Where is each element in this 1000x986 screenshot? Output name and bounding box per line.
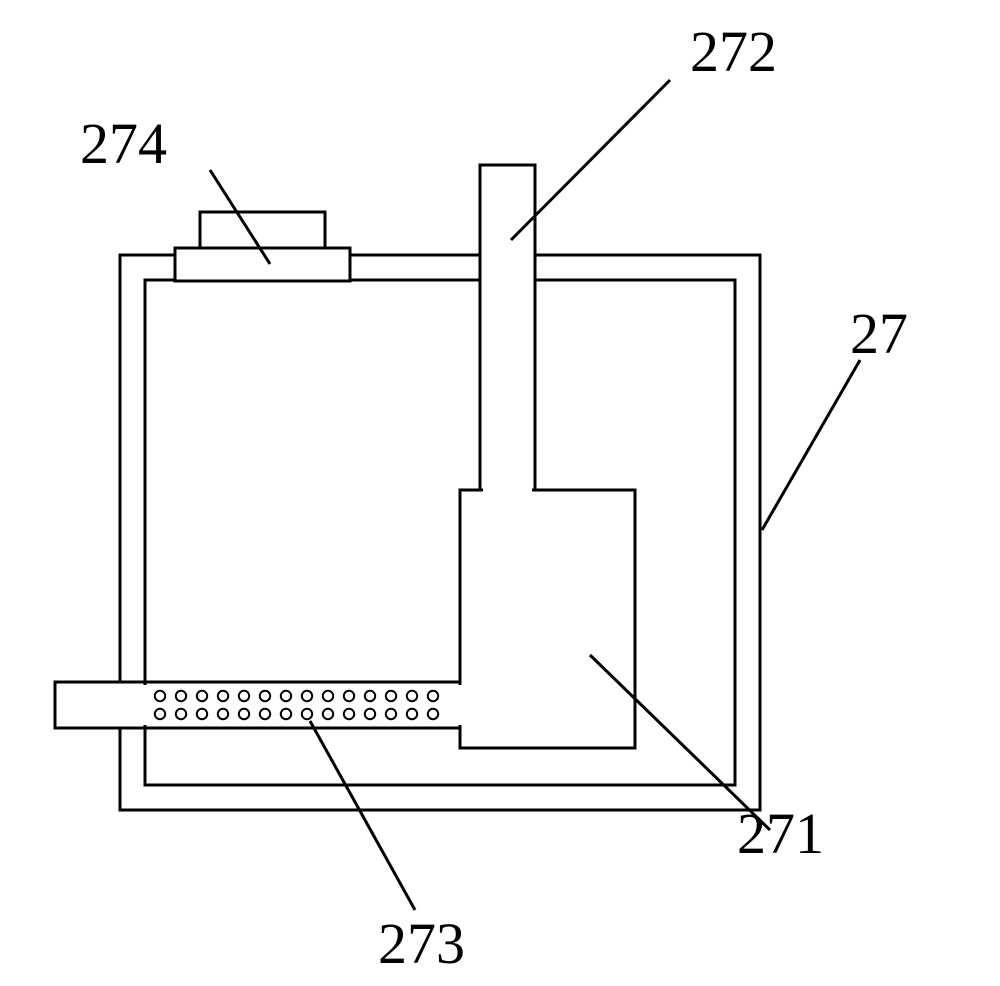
label-274: 274 <box>80 110 167 177</box>
top-bar-upper-restroke <box>200 212 325 248</box>
label-27: 27 <box>850 300 908 367</box>
box-271 <box>460 490 635 748</box>
leader-l272 <box>511 80 670 240</box>
pipe-272 <box>480 165 535 490</box>
label-272: 272 <box>690 18 777 85</box>
leader-l27 <box>762 360 860 530</box>
perforated-box <box>145 682 460 728</box>
label-273: 273 <box>378 910 465 977</box>
label-271: 271 <box>737 800 824 867</box>
left-stub <box>55 682 145 728</box>
